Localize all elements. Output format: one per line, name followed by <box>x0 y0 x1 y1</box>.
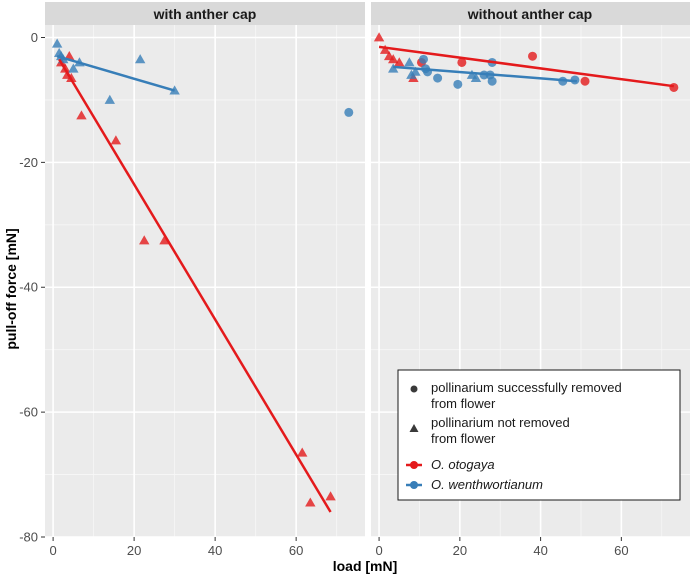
data-point-triangle <box>470 72 482 82</box>
x-tick-label: 0 <box>375 543 382 558</box>
legend-label: pollinarium not removed <box>431 415 570 430</box>
x-axis: 0 20 40 60 0 20 40 60 <box>49 537 629 558</box>
legend-entry-removed: pollinarium successfully removed from fl… <box>410 380 622 411</box>
y-tick-label: 0 <box>31 30 38 45</box>
data-point-triangle <box>388 54 399 64</box>
x-tick-label: 60 <box>289 543 303 558</box>
data-point-triangle <box>410 66 421 76</box>
data-point-triangle <box>104 94 116 104</box>
data-point-triangle <box>76 110 87 120</box>
x-tick-label: 20 <box>127 543 141 558</box>
data-point-triangle <box>139 235 150 245</box>
strip-background <box>371 2 690 25</box>
data-point-circle <box>344 107 354 117</box>
data-point-triangle <box>297 447 308 457</box>
data-point-circle <box>669 82 679 92</box>
legend-label: from flower <box>431 431 496 446</box>
y-axis: 0 -20 -40 -60 -80 <box>19 30 45 545</box>
data-marks <box>373 32 679 92</box>
regression-line <box>56 55 175 92</box>
data-point-triangle <box>134 54 146 64</box>
y-tick-label: -20 <box>19 155 38 170</box>
legend-dot-symbol <box>410 481 418 489</box>
data-point-circle <box>528 51 538 61</box>
data-point-circle <box>487 76 497 86</box>
data-point-circle <box>453 79 463 89</box>
x-tick-label: 0 <box>49 543 56 558</box>
data-point-triangle <box>325 491 336 501</box>
strip-background <box>45 2 365 25</box>
x-tick-label: 40 <box>533 543 547 558</box>
legend-entry-otogaya: O. otogaya <box>406 457 495 472</box>
y-axis-title: pull-off force [mN] <box>3 228 19 349</box>
panel-title: without anther cap <box>467 6 592 22</box>
y-tick-label: -60 <box>19 405 38 420</box>
data-point-circle <box>418 54 428 64</box>
legend-entry-wenthwortianum: O. wenthwortianum <box>406 477 543 492</box>
data-point-triangle <box>394 57 405 67</box>
data-point-triangle <box>373 32 385 42</box>
data-point-triangle <box>404 57 415 67</box>
x-tick-label: 20 <box>453 543 467 558</box>
legend: pollinarium successfully removed from fl… <box>397 369 681 501</box>
regression-line <box>58 58 332 513</box>
panel-with-anther-cap: with anther cap <box>45 2 365 538</box>
legend-label: pollinarium successfully removed <box>431 380 622 395</box>
x-tick-label: 60 <box>614 543 628 558</box>
data-point-triangle <box>305 497 316 507</box>
data-point-triangle <box>110 135 122 145</box>
legend-label: O. wenthwortianum <box>431 477 543 492</box>
data-marks <box>51 38 354 513</box>
y-tick-label: -80 <box>19 530 38 545</box>
regression-line <box>393 65 578 83</box>
x-axis-title: load [mN] <box>333 558 398 574</box>
data-point-triangle <box>68 63 79 73</box>
legend-dot-symbol <box>410 461 418 469</box>
data-point-triangle <box>379 44 391 54</box>
data-point-triangle <box>51 38 63 48</box>
legend-entry-not-removed: pollinarium not removed from flower <box>409 415 570 446</box>
plot-background <box>45 25 365 537</box>
regression-line <box>378 45 675 88</box>
gridlines <box>45 25 365 538</box>
legend-label: from flower <box>431 396 496 411</box>
legend-label: O. otogaya <box>431 457 495 472</box>
x-tick-label: 40 <box>208 543 222 558</box>
legend-circle-symbol <box>410 385 418 393</box>
data-point-triangle <box>159 235 170 245</box>
legend-triangle-symbol <box>409 424 419 432</box>
data-point-circle <box>433 73 443 83</box>
legend-box <box>397 369 681 501</box>
panel-title: with anther cap <box>153 6 257 22</box>
data-point-circle <box>457 57 467 67</box>
data-point-circle <box>580 76 590 86</box>
y-tick-label: -40 <box>19 280 38 295</box>
